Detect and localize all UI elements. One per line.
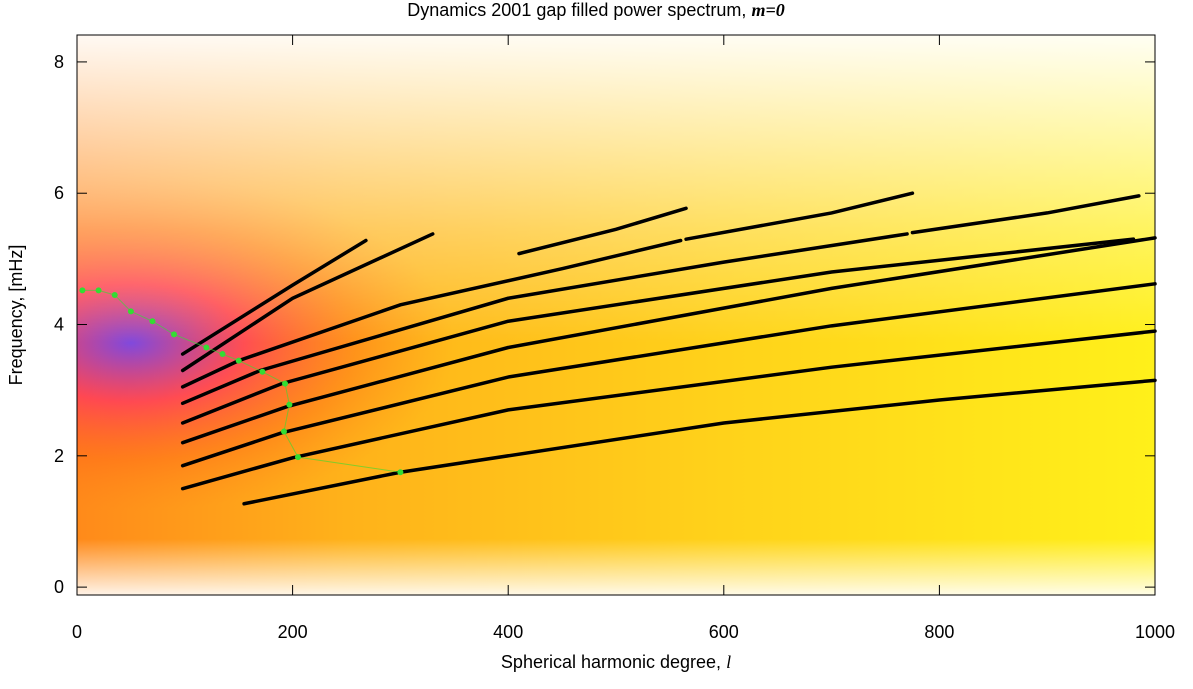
green-point <box>280 428 287 435</box>
green-point <box>171 331 178 338</box>
green-point <box>219 351 226 358</box>
y-tick-label: 2 <box>54 446 64 466</box>
chart-title: Dynamics 2001 gap filled power spectrum,… <box>407 0 784 20</box>
axes-frame <box>76 34 1156 596</box>
ridge-line <box>684 191 915 241</box>
green-point <box>203 344 210 351</box>
title-emphasis: m=0 <box>751 0 784 20</box>
plot-area <box>79 191 1157 506</box>
ridge-line <box>180 238 368 356</box>
green-point <box>286 401 293 408</box>
ridge-line <box>910 194 1141 235</box>
green-point <box>149 318 156 325</box>
ridge-line <box>180 238 683 389</box>
ridge-line <box>517 206 688 256</box>
green-point <box>95 287 102 294</box>
x-label-text: Spherical harmonic degree, <box>501 652 721 672</box>
green-point <box>235 357 242 364</box>
y-tick-label: 8 <box>54 52 64 72</box>
y-axis-label: Frequency, [mHz] <box>6 245 26 386</box>
green-point <box>294 454 301 461</box>
ridge-line <box>180 282 1157 468</box>
ridge-line <box>180 232 435 373</box>
y-tick-label: 6 <box>54 183 64 203</box>
title-text: Dynamics 2001 gap filled power spectrum, <box>407 0 746 20</box>
x-axis-label: Spherical harmonic degree, l <box>501 652 731 672</box>
x-tick-label: 600 <box>709 622 739 642</box>
spectrum-background <box>77 35 1155 595</box>
x-tick-label: 200 <box>278 622 308 642</box>
x-tick-label: 1000 <box>1135 622 1175 642</box>
x-tick-label: 0 <box>72 622 82 642</box>
y-tick-label: 0 <box>54 577 64 597</box>
ridge-line <box>180 236 1157 445</box>
x-tick-label: 400 <box>493 622 523 642</box>
y-tick-label: 4 <box>54 315 64 335</box>
x-tick-label: 800 <box>924 622 954 642</box>
green-point <box>111 291 118 298</box>
ridge-line <box>180 232 909 406</box>
green-point <box>397 469 404 476</box>
x-label-symbol: l <box>726 652 731 672</box>
green-point <box>282 380 289 387</box>
green-point <box>79 287 86 294</box>
green-point <box>127 308 134 315</box>
green-point <box>259 368 266 375</box>
ridge-line <box>242 378 1157 506</box>
ridge-line <box>180 329 1157 491</box>
ridge-line <box>180 237 1136 425</box>
